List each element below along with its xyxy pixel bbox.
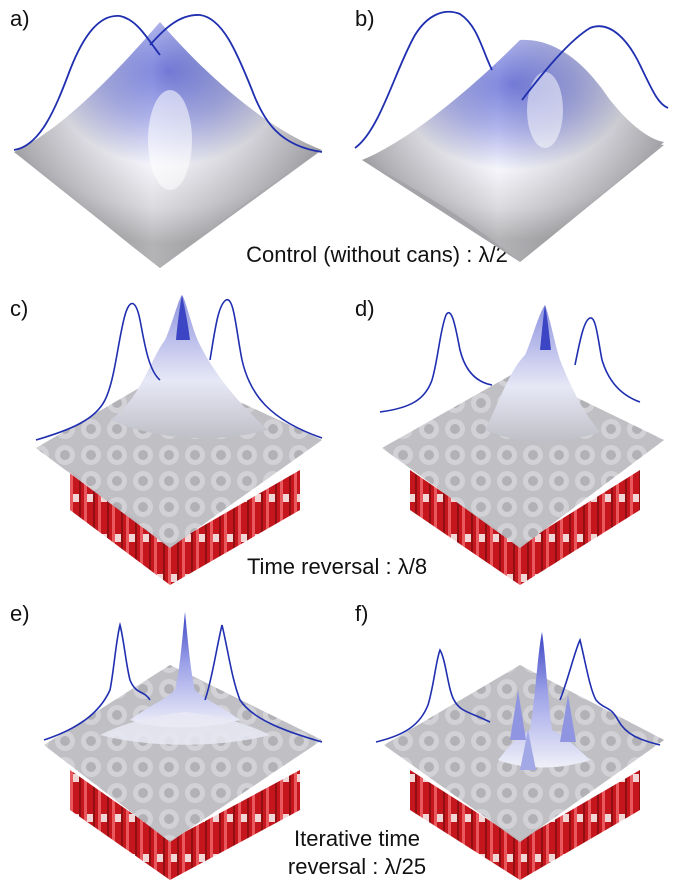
panel-a-profile-left (13, 15, 161, 151)
panel-b-profile-right (521, 25, 669, 109)
panel-d-surface (485, 305, 600, 442)
panel-e-profile-right (204, 624, 323, 743)
panel-label-c: c) (10, 296, 29, 321)
caption-iterative-line2: reversal : λ/25 (287, 854, 427, 879)
panel-label-e: e) (10, 601, 30, 626)
panel-d-profile-left (379, 312, 493, 413)
panel-f-profile-right (559, 637, 661, 746)
panel-c-profile-left (35, 302, 161, 441)
panel-a-profile-right (149, 14, 323, 153)
caption-time-reversal: Time reversal : λ/8 (246, 554, 428, 579)
panel-e-profile-left (43, 621, 151, 741)
panel-f-profile-left (375, 648, 491, 743)
panel-d-profile-right (574, 317, 641, 403)
panel-f-surface (498, 632, 590, 770)
panel-f-cans (384, 665, 664, 880)
panel-e-surface (100, 612, 270, 745)
panel-c-surface (110, 295, 268, 439)
panel-label-b: b) (355, 6, 375, 31)
caption-control: Control (without cans) : λ/2 (246, 242, 508, 267)
panel-b-surface (362, 39, 664, 262)
panel-d-cans (382, 370, 664, 585)
panel-label-d: d) (355, 296, 375, 321)
panel-e-cans (44, 665, 322, 880)
panel-c-profile-right (209, 299, 323, 439)
caption-iterative-line1: Iterative time (294, 826, 420, 851)
panel-label-a: a) (10, 6, 30, 31)
panel-b-profile-left (354, 10, 493, 149)
panel-label-f: f) (355, 601, 369, 626)
panel-a-surface (14, 22, 322, 268)
